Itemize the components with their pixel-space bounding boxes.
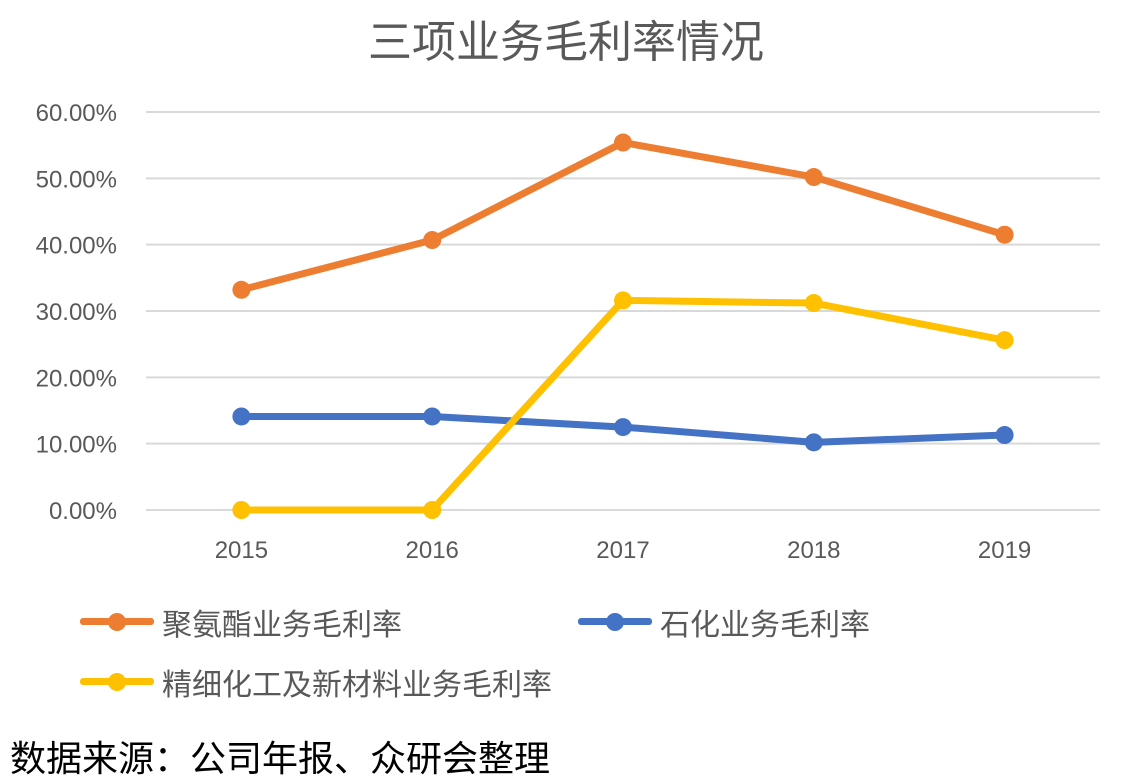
- data-point[interactable]: [423, 231, 442, 250]
- legend-swatch: [578, 602, 652, 642]
- data-point[interactable]: [804, 294, 823, 313]
- data-point[interactable]: [995, 225, 1014, 244]
- y-tick-label: 50.00%: [36, 166, 117, 193]
- legend-item-petrochemical[interactable]: 石化业务毛利率: [578, 600, 870, 644]
- data-point[interactable]: [232, 501, 251, 519]
- data-point[interactable]: [804, 168, 823, 187]
- y-tick-label: 40.00%: [36, 233, 117, 260]
- data-point[interactable]: [614, 133, 632, 152]
- x-tick-label: 2019: [978, 537, 1031, 564]
- series-1: [232, 407, 1014, 452]
- data-point[interactable]: [804, 433, 823, 452]
- series-group: [232, 133, 1014, 519]
- legend-dot: [108, 613, 126, 631]
- y-tick-label: 60.00%: [36, 100, 117, 127]
- data-point[interactable]: [995, 426, 1014, 445]
- data-point[interactable]: [995, 331, 1014, 350]
- legend-dot: [108, 673, 126, 691]
- x-axis-ticks: 2015 2016 2017 2018 2019: [215, 537, 1032, 564]
- legend-item-fine-chemicals[interactable]: 精细化工及新材料业务毛利率: [80, 660, 552, 704]
- data-point[interactable]: [614, 418, 632, 437]
- legend-label: 石化业务毛利率: [660, 608, 870, 643]
- y-tick-label: 10.00%: [36, 432, 117, 459]
- chart-title: 三项业务毛利率情况: [368, 17, 764, 68]
- data-point[interactable]: [232, 280, 251, 299]
- source-note: 数据来源：公司年报、众研会整理: [10, 739, 551, 780]
- series-line: [237, 139, 1009, 294]
- y-tick-label: 30.00%: [36, 299, 117, 326]
- series-2: [232, 291, 1014, 519]
- x-tick-label: 2017: [596, 537, 649, 564]
- y-tick-label: 0.00%: [49, 498, 117, 525]
- data-point[interactable]: [232, 407, 251, 426]
- line-chart: 0.00% 10.00% 20.00% 30.00% 40.00% 50.00% 60.00…: [36, 100, 1100, 564]
- legend-dot: [606, 613, 624, 631]
- legend-swatch: [80, 602, 154, 642]
- legend-item-polyurethane[interactable]: 聚氨酯业务毛利率: [80, 600, 402, 644]
- x-tick-label: 2018: [787, 537, 840, 564]
- data-point[interactable]: [423, 501, 442, 519]
- legend-label: 聚氨酯业务毛利率: [162, 608, 402, 643]
- series-0: [232, 133, 1014, 299]
- grid-lines: [146, 111, 1100, 511]
- x-tick-label: 2015: [215, 537, 268, 564]
- data-point[interactable]: [614, 291, 632, 310]
- x-tick-label: 2016: [406, 537, 459, 564]
- y-axis-ticks: 0.00% 10.00% 20.00% 30.00% 40.00% 50.00% 60.00…: [36, 100, 117, 525]
- y-tick-label: 20.00%: [36, 365, 117, 392]
- series-line: [237, 296, 1009, 514]
- data-point[interactable]: [423, 407, 442, 426]
- legend-label: 精细化工及新材料业务毛利率: [162, 668, 552, 703]
- legend-swatch: [80, 662, 154, 702]
